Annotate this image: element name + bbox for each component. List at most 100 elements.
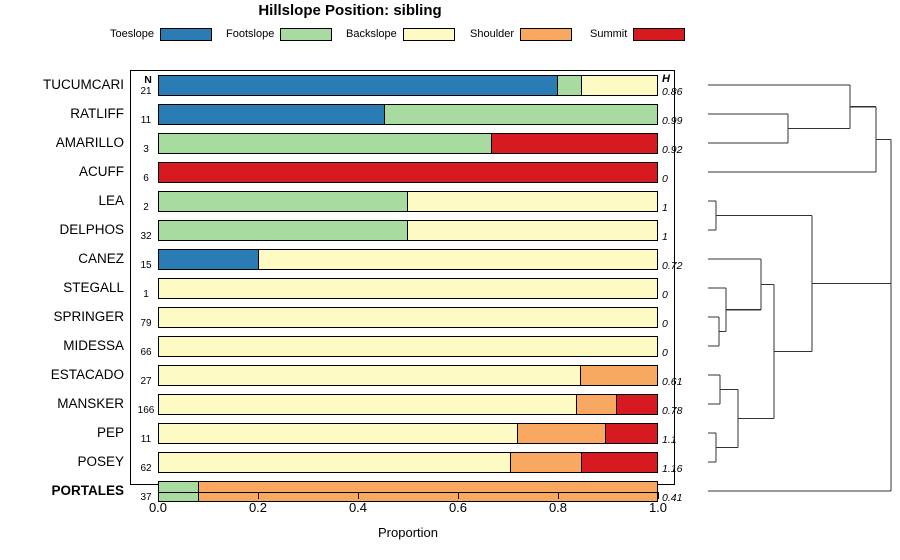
x-tick-label-0.4: 0.4 — [348, 500, 368, 515]
bar-segment-shoulder — [517, 424, 607, 443]
stacked-bar-posey — [158, 452, 658, 473]
legend-label: Backslope — [346, 27, 397, 40]
x-tick — [158, 492, 159, 499]
h-value-estacado: 0.61 — [662, 376, 683, 388]
x-tick — [558, 492, 559, 499]
bar-segment-footslope — [558, 76, 583, 95]
y-axis-label-portales: PORTALES — [51, 483, 124, 498]
legend-swatch — [520, 27, 573, 41]
bar-segment-toeslope — [159, 250, 259, 269]
bar-segment-summit — [582, 453, 657, 472]
bar-segment-backslope — [408, 192, 657, 211]
bar-segment-backslope — [258, 250, 657, 269]
bar-segment-backslope — [159, 279, 657, 298]
stacked-bar-acuff — [158, 162, 658, 183]
n-value-stegall: 1 — [143, 289, 149, 300]
stacked-bar-canez — [158, 249, 658, 270]
y-axis-label-lea: LEA — [98, 193, 124, 208]
n-value-springer: 79 — [140, 318, 152, 329]
y-axis-label-tucumcari: TUCUMCARI — [43, 77, 124, 92]
legend: Toeslope Footslope Backslope Shoulder Summit — [110, 24, 710, 44]
x-tick — [358, 492, 359, 499]
n-value-estacado: 27 — [140, 376, 152, 387]
legend-swatch — [280, 27, 333, 41]
bar-segment-footslope — [159, 221, 408, 240]
y-axis-label-delphos: DELPHOS — [59, 222, 124, 237]
stacked-bar-portales — [158, 481, 658, 502]
y-axis-label-springer: SPRINGER — [53, 309, 124, 324]
bar-segment-backslope — [159, 366, 582, 385]
x-tick — [458, 492, 459, 499]
y-axis-label-amarillo: AMARILLO — [55, 135, 124, 150]
h-value-midessa: 0 — [662, 347, 668, 359]
stacked-bar-mansker — [158, 394, 658, 415]
h-value-pep: 1.1 — [662, 434, 677, 446]
n-value-canez: 15 — [140, 260, 152, 271]
y-axis-label-stegall: STEGALL — [63, 280, 124, 295]
bar-segment-summit — [617, 395, 657, 414]
n-value-tucumcari: 21 — [140, 86, 152, 97]
dendrogram-svg — [708, 84, 892, 492]
h-column-header: H — [662, 73, 670, 85]
n-value-portales: 37 — [140, 492, 152, 503]
legend-swatch — [402, 27, 455, 41]
bar-segment-summit — [159, 163, 657, 182]
bar-segment-backslope — [159, 337, 657, 356]
bar-segment-backslope — [408, 221, 657, 240]
bar-segment-footslope — [159, 192, 408, 211]
legend-item-backslope: Backslope — [346, 24, 455, 44]
x-tick — [658, 492, 659, 499]
bar-segment-footslope — [385, 105, 657, 124]
x-tick — [258, 492, 259, 499]
n-value-mansker: 166 — [137, 405, 155, 416]
y-axis-label-posey: POSEY — [77, 454, 124, 469]
n-value-midessa: 66 — [140, 347, 152, 358]
h-value-portales: 0.41 — [662, 492, 683, 504]
stacked-bar-ratliff — [158, 104, 658, 125]
stacked-bar-delphos — [158, 220, 658, 241]
stacked-bar-pep — [158, 423, 658, 444]
n-value-lea: 2 — [143, 202, 149, 213]
stacked-bar-tucumcari — [158, 75, 658, 96]
y-axis-label-estacado: ESTACADO — [50, 367, 124, 382]
x-axis-line — [158, 492, 658, 493]
legend-item-summit: Summit — [590, 24, 686, 44]
n-value-amarillo: 3 — [143, 144, 149, 155]
chart-title: Hillslope Position: sibling — [258, 2, 442, 19]
n-value-delphos: 32 — [140, 231, 152, 242]
h-value-delphos: 1 — [662, 231, 668, 243]
bar-segment-backslope — [159, 453, 511, 472]
bar-segment-backslope — [159, 308, 657, 327]
stacked-bar-stegall — [158, 278, 658, 299]
legend-label: Footslope — [226, 27, 275, 40]
n-column-header: N — [144, 74, 152, 86]
n-value-pep: 11 — [140, 434, 152, 445]
x-tick-label-0.2: 0.2 — [248, 500, 268, 515]
h-value-stegall: 0 — [662, 289, 668, 301]
bar-segment-summit — [606, 424, 657, 443]
bar-segment-shoulder — [581, 366, 657, 385]
legend-item-toeslope: Toeslope — [110, 24, 213, 44]
legend-label: Summit — [590, 27, 628, 40]
bar-segment-backslope — [159, 424, 518, 443]
h-value-canez: 0.72 — [662, 260, 683, 272]
bar-segment-summit — [491, 134, 657, 153]
n-value-acuff: 6 — [143, 173, 149, 184]
stacked-bar-midessa — [158, 336, 658, 357]
legend-item-shoulder: Shoulder — [470, 24, 573, 44]
legend-label: Shoulder — [470, 27, 515, 40]
h-value-amarillo: 0.92 — [662, 144, 683, 156]
n-value-posey: 62 — [140, 463, 152, 474]
legend-swatch — [633, 27, 686, 41]
bar-segment-toeslope — [159, 105, 386, 124]
h-value-acuff: 0 — [662, 173, 668, 185]
h-value-ratliff: 0.99 — [662, 115, 683, 127]
h-value-mansker: 0.78 — [662, 405, 683, 417]
bar-segment-backslope — [159, 395, 578, 414]
h-value-lea: 1 — [662, 202, 668, 214]
y-axis-label-acuff: ACUFF — [79, 164, 124, 179]
x-tick-label-1.0: 1.0 — [648, 500, 668, 515]
stacked-bar-estacado — [158, 365, 658, 386]
h-value-springer: 0 — [662, 318, 668, 330]
dendrogram — [675, 60, 900, 500]
